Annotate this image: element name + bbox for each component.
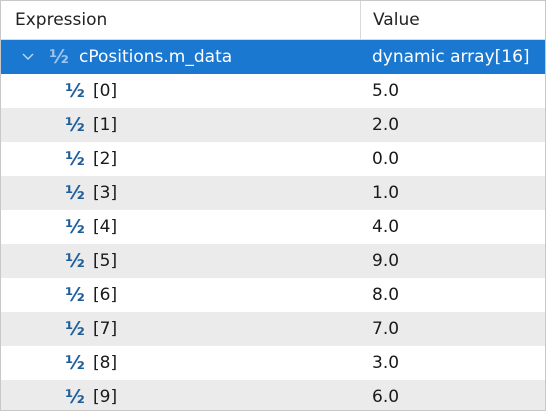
expression-cell: ½ [7] <box>1 312 361 346</box>
tree-row[interactable]: ½ [9] 6.0 <box>1 380 545 410</box>
fraction-half-icon: ½ <box>65 80 85 102</box>
tree-row[interactable]: ½ [6] 8.0 <box>1 278 545 312</box>
tree-row[interactable]: ½ [4] 4.0 <box>1 210 545 244</box>
value-cell: 6.0 <box>372 387 400 407</box>
column-header: Expression Value <box>1 1 545 40</box>
expression-label: [3] <box>93 183 118 203</box>
expression-column-header[interactable]: Expression <box>1 1 361 39</box>
expression-label: [8] <box>93 353 118 373</box>
expression-cell: ½ [9] <box>1 380 361 410</box>
value-cell: 9.0 <box>372 251 400 271</box>
expression-label: [4] <box>93 217 118 237</box>
fraction-half-icon: ½ <box>65 284 85 306</box>
expression-cell: ½ [8] <box>1 346 361 380</box>
expression-cell: ½ [4] <box>1 210 361 244</box>
fraction-half-icon: ½ <box>65 216 85 238</box>
watch-tree: ½ cPositions.m_data dynamic array[16] ½ [… <box>1 40 545 410</box>
value-cell: 1.0 <box>372 183 400 203</box>
fraction-half-icon: ½ <box>65 386 85 408</box>
tree-row[interactable]: ½ [2] 0.0 <box>1 142 545 176</box>
expression-label: [1] <box>93 115 118 135</box>
expression-cell: ½ [1] <box>1 108 361 142</box>
tree-row[interactable]: ½ [5] 9.0 <box>1 244 545 278</box>
tree-row[interactable]: ½ [8] 3.0 <box>1 346 545 380</box>
fraction-half-icon: ½ <box>65 250 85 272</box>
value-cell: 4.0 <box>372 217 400 237</box>
fraction-half-icon: ½ <box>65 318 85 340</box>
expression-label: cPositions.m_data <box>79 47 233 67</box>
tree-row[interactable]: ½ [7] 7.0 <box>1 312 545 346</box>
value-cell: 8.0 <box>372 285 400 305</box>
fraction-half-icon: ½ <box>65 114 85 136</box>
expression-label: [9] <box>93 387 118 407</box>
tree-row-root[interactable]: ½ cPositions.m_data dynamic array[16] <box>1 40 545 74</box>
tree-row[interactable]: ½ [3] 1.0 <box>1 176 545 210</box>
expression-cell: ½ [0] <box>1 74 361 108</box>
fraction-half-icon: ½ <box>49 46 69 68</box>
expression-cell: ½ cPositions.m_data <box>1 40 361 74</box>
value-cell: 5.0 <box>372 81 400 101</box>
tree-row[interactable]: ½ [1] 2.0 <box>1 108 545 142</box>
expression-cell: ½ [2] <box>1 142 361 176</box>
expression-cell: ½ [3] <box>1 176 361 210</box>
value-cell: 3.0 <box>372 353 400 373</box>
fraction-half-icon: ½ <box>65 182 85 204</box>
tree-row[interactable]: ½ [0] 5.0 <box>1 74 545 108</box>
expression-cell: ½ [5] <box>1 244 361 278</box>
value-cell: 7.0 <box>372 319 400 339</box>
expression-label: [6] <box>93 285 118 305</box>
value-column-header[interactable]: Value <box>373 10 420 30</box>
value-cell: 0.0 <box>372 149 400 169</box>
expression-cell: ½ [6] <box>1 278 361 312</box>
chevron-down-icon[interactable] <box>1 53 41 61</box>
expression-label: [5] <box>93 251 118 271</box>
value-cell: 2.0 <box>372 115 400 135</box>
fraction-half-icon: ½ <box>65 148 85 170</box>
expression-label: [0] <box>93 81 118 101</box>
expression-label: [7] <box>93 319 118 339</box>
expression-label: [2] <box>93 149 118 169</box>
value-cell: dynamic array[16] <box>372 47 530 67</box>
fraction-half-icon: ½ <box>65 352 85 374</box>
